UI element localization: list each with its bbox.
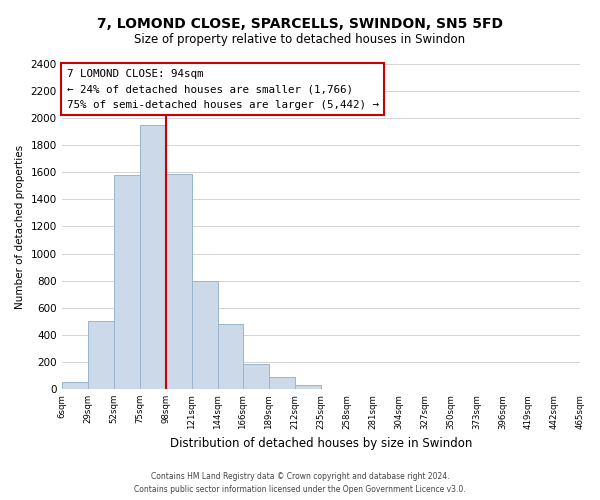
- Bar: [88, 321, 113, 389]
- Bar: [191, 280, 218, 389]
- Bar: [140, 125, 166, 389]
- Y-axis label: Number of detached properties: Number of detached properties: [15, 144, 25, 308]
- Text: 7 LOMOND CLOSE: 94sqm
← 24% of detached houses are smaller (1,766)
75% of semi-d: 7 LOMOND CLOSE: 94sqm ← 24% of detached …: [67, 69, 379, 110]
- Text: 7, LOMOND CLOSE, SPARCELLS, SWINDON, SN5 5FD: 7, LOMOND CLOSE, SPARCELLS, SWINDON, SN5…: [97, 18, 503, 32]
- Bar: [62, 382, 88, 389]
- Text: Size of property relative to detached houses in Swindon: Size of property relative to detached ho…: [134, 32, 466, 46]
- X-axis label: Distribution of detached houses by size in Swindon: Distribution of detached houses by size …: [170, 437, 472, 450]
- Bar: [269, 376, 295, 389]
- Bar: [242, 364, 269, 389]
- Bar: [295, 385, 320, 389]
- Bar: [218, 324, 242, 389]
- Bar: [166, 174, 191, 389]
- Text: Contains HM Land Registry data © Crown copyright and database right 2024.
Contai: Contains HM Land Registry data © Crown c…: [134, 472, 466, 494]
- Bar: [113, 175, 140, 389]
